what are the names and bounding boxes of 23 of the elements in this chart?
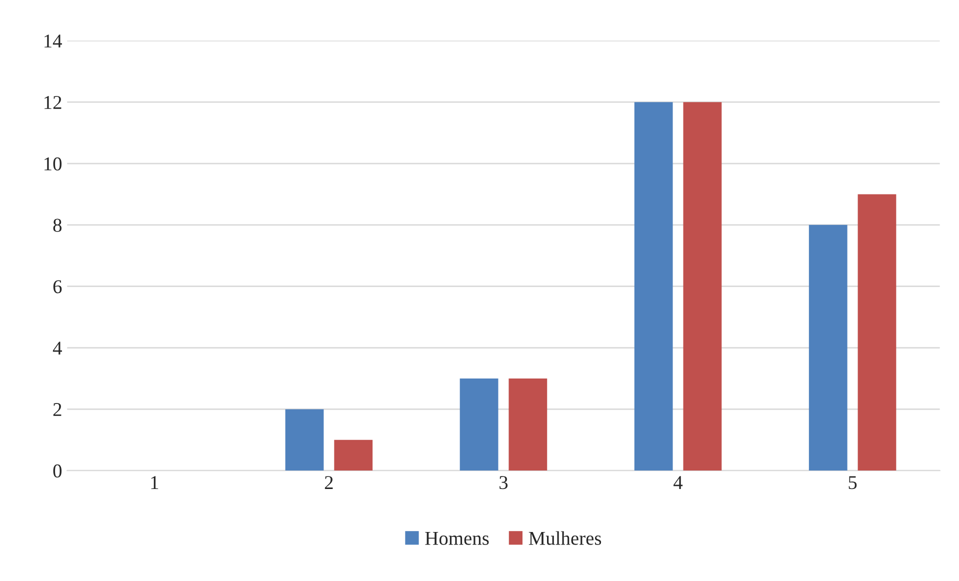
y-tick-label: 10 <box>44 157 62 170</box>
bar <box>683 102 722 471</box>
y-tick-label: 0 <box>53 464 62 478</box>
bar <box>334 440 373 471</box>
bar <box>808 224 848 471</box>
x-tick-label: 3 <box>500 476 508 490</box>
x-tick-label: 1 <box>151 476 158 489</box>
bar <box>858 194 896 471</box>
bar <box>285 409 324 471</box>
y-tick-label: 6 <box>53 280 62 294</box>
y-tick-label: 12 <box>44 96 62 109</box>
y-tick-label: 2 <box>53 403 62 416</box>
y-tick-label: 8 <box>53 218 62 232</box>
legend-label: Homens <box>425 532 489 545</box>
x-tick-label: 2 <box>324 476 333 489</box>
x-tick-label: 5 <box>848 476 857 490</box>
bar <box>508 378 548 471</box>
y-tick-label: 14 <box>44 34 62 48</box>
bar <box>460 378 498 471</box>
legend-label: Mulheres <box>528 531 602 545</box>
bar <box>634 102 673 471</box>
x-tick-label: 4 <box>674 476 683 489</box>
y-tick-label: 4 <box>52 342 62 355</box>
